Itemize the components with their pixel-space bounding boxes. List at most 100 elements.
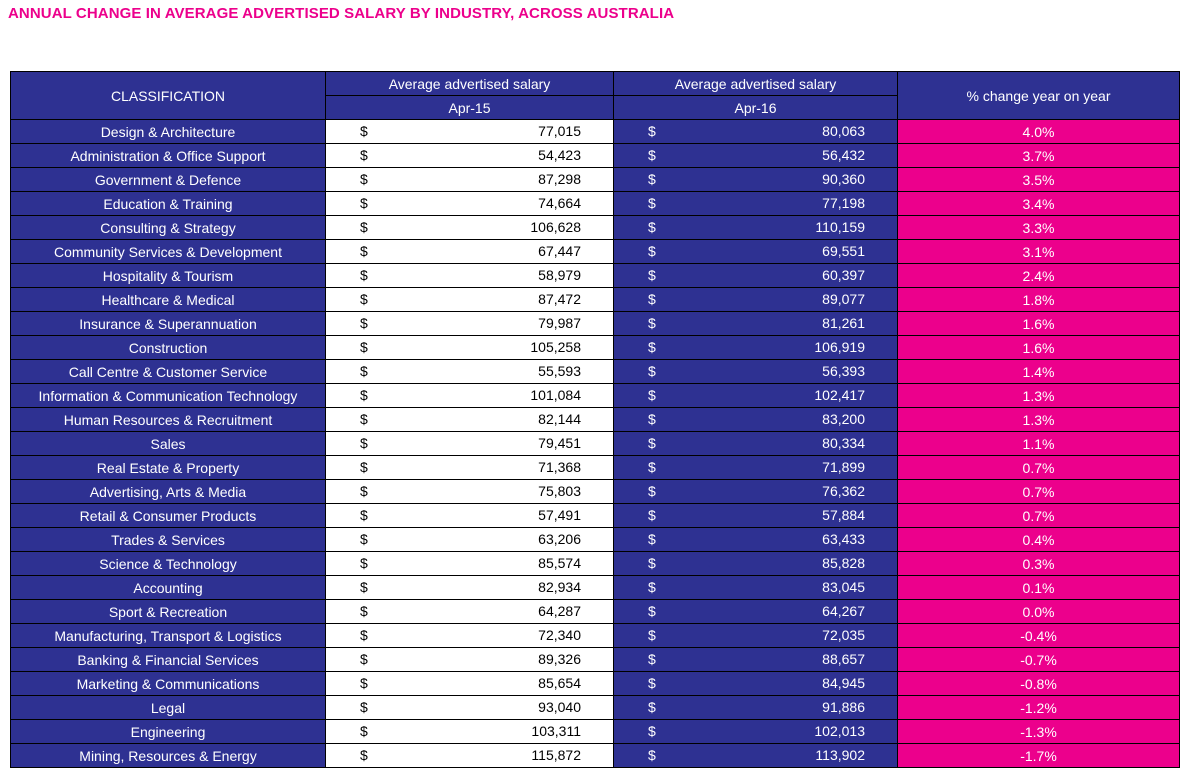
pct-change-cell: 4.0%	[897, 119, 1180, 144]
header-avg-salary-apr16: Average advertised salary	[613, 71, 898, 96]
apr16-salary-value: 83,200	[822, 411, 865, 427]
classification-cell: Banking & Financial Services	[10, 647, 326, 672]
apr16-salary-value: 91,886	[822, 699, 865, 715]
apr16-salary-cell: $83,200	[613, 407, 898, 432]
currency-symbol: $	[360, 723, 368, 739]
classification-cell: Community Services & Development	[10, 239, 326, 264]
apr15-salary-value: 55,593	[538, 363, 581, 379]
apr16-salary-cell: $69,551	[613, 239, 898, 264]
apr15-salary-cell: $75,803	[325, 479, 614, 504]
classification-cell: Healthcare & Medical	[10, 287, 326, 312]
classification-cell: Science & Technology	[10, 551, 326, 576]
classification-cell: Hospitality & Tourism	[10, 263, 326, 288]
apr16-salary-value: 106,919	[814, 339, 865, 355]
pct-change-cell: 0.7%	[897, 503, 1180, 528]
currency-symbol: $	[648, 747, 656, 763]
apr15-salary-value: 77,015	[538, 123, 581, 139]
pct-change-cell: 3.4%	[897, 191, 1180, 216]
apr16-salary-cell: $91,886	[613, 695, 898, 720]
table-row: Accounting $82,934 $83,045 0.1%	[10, 575, 1180, 600]
apr16-salary-cell: $60,397	[613, 263, 898, 288]
apr16-salary-value: 80,063	[822, 123, 865, 139]
apr16-salary-value: 85,828	[822, 555, 865, 571]
table-row: Construction $105,258 $106,919 1.6%	[10, 335, 1180, 360]
classification-cell: Manufacturing, Transport & Logistics	[10, 623, 326, 648]
apr15-salary-value: 79,987	[538, 315, 581, 331]
pct-change-cell: 0.7%	[897, 455, 1180, 480]
pct-change-cell: 1.3%	[897, 383, 1180, 408]
pct-change-cell: 3.3%	[897, 215, 1180, 240]
currency-symbol: $	[648, 555, 656, 571]
apr15-salary-cell: $79,451	[325, 431, 614, 456]
apr15-salary-value: 72,340	[538, 627, 581, 643]
classification-cell: Insurance & Superannuation	[10, 311, 326, 336]
currency-symbol: $	[360, 627, 368, 643]
pct-change-cell: 1.6%	[897, 311, 1180, 336]
currency-symbol: $	[360, 315, 368, 331]
classification-cell: Education & Training	[10, 191, 326, 216]
pct-change-cell: 3.1%	[897, 239, 1180, 264]
apr15-salary-cell: $57,491	[325, 503, 614, 528]
currency-symbol: $	[648, 579, 656, 595]
apr16-salary-cell: $76,362	[613, 479, 898, 504]
pct-change-cell: 0.1%	[897, 575, 1180, 600]
table-row: Hospitality & Tourism $58,979 $60,397 2.4%	[10, 263, 1180, 288]
apr16-salary-cell: $106,919	[613, 335, 898, 360]
currency-symbol: $	[360, 387, 368, 403]
currency-symbol: $	[360, 675, 368, 691]
currency-symbol: $	[360, 483, 368, 499]
currency-symbol: $	[648, 483, 656, 499]
apr15-salary-cell: $82,934	[325, 575, 614, 600]
currency-symbol: $	[360, 411, 368, 427]
apr16-salary-value: 76,362	[822, 483, 865, 499]
apr16-salary-value: 56,393	[822, 363, 865, 379]
apr16-salary-cell: $89,077	[613, 287, 898, 312]
pct-change-cell: 3.5%	[897, 167, 1180, 192]
apr15-salary-value: 71,368	[538, 459, 581, 475]
currency-symbol: $	[648, 699, 656, 715]
classification-cell: Government & Defence	[10, 167, 326, 192]
classification-cell: Design & Architecture	[10, 119, 326, 144]
currency-symbol: $	[360, 747, 368, 763]
currency-symbol: $	[648, 267, 656, 283]
currency-symbol: $	[360, 291, 368, 307]
pct-change-cell: -0.7%	[897, 647, 1180, 672]
apr15-salary-value: 54,423	[538, 147, 581, 163]
page-title: ANNUAL CHANGE IN AVERAGE ADVERTISED SALA…	[8, 5, 675, 22]
apr16-salary-cell: $84,945	[613, 671, 898, 696]
table-row: Consulting & Strategy $106,628 $110,159 3.3…	[10, 215, 1180, 240]
classification-cell: Legal	[10, 695, 326, 720]
apr16-salary-value: 90,360	[822, 171, 865, 187]
apr16-salary-cell: $90,360	[613, 167, 898, 192]
apr16-salary-value: 81,261	[822, 315, 865, 331]
currency-symbol: $	[648, 339, 656, 355]
currency-symbol: $	[648, 123, 656, 139]
apr16-salary-value: 72,035	[822, 627, 865, 643]
apr16-salary-cell: $80,334	[613, 431, 898, 456]
apr15-salary-value: 74,664	[538, 195, 581, 211]
table-row: Manufacturing, Transport & Logistics $72,…	[10, 623, 1180, 648]
apr16-salary-value: 89,077	[822, 291, 865, 307]
apr15-salary-value: 106,628	[530, 219, 581, 235]
apr15-salary-cell: $103,311	[325, 719, 614, 744]
currency-symbol: $	[648, 219, 656, 235]
classification-cell: Information & Communication Technology	[10, 383, 326, 408]
salary-table: CLASSIFICATION Average advertised salary…	[10, 71, 1180, 768]
currency-symbol: $	[648, 723, 656, 739]
apr15-salary-cell: $54,423	[325, 143, 614, 168]
table-row: Retail & Consumer Products $57,491 $57,884…	[10, 503, 1180, 528]
currency-symbol: $	[648, 651, 656, 667]
apr15-salary-value: 105,258	[530, 339, 581, 355]
pct-change-cell: -1.3%	[897, 719, 1180, 744]
pct-change-cell: 3.7%	[897, 143, 1180, 168]
currency-symbol: $	[360, 243, 368, 259]
classification-cell: Human Resources & Recruitment	[10, 407, 326, 432]
classification-cell: Real Estate & Property	[10, 455, 326, 480]
table-row: Legal $93,040 $91,886 -1.2%	[10, 695, 1180, 720]
apr16-salary-value: 102,013	[814, 723, 865, 739]
apr15-salary-value: 79,451	[538, 435, 581, 451]
classification-cell: Administration & Office Support	[10, 143, 326, 168]
header-apr16: Apr-16	[613, 95, 898, 120]
table-row: Real Estate & Property $71,368 $71,899 0.7%	[10, 455, 1180, 480]
table-row: Human Resources & Recruitment $82,144 $83,…	[10, 407, 1180, 432]
